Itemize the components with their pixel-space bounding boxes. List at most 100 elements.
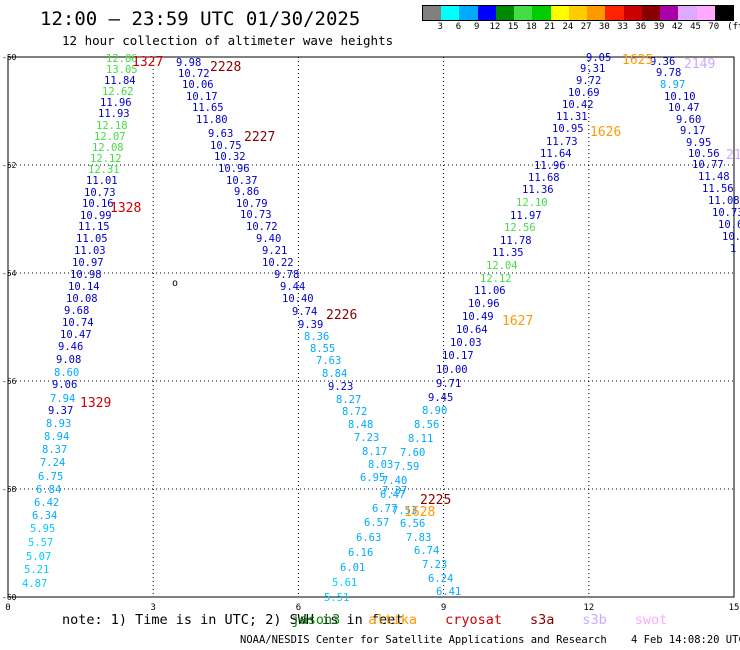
wave-height-value: 1 [730, 243, 736, 255]
pass-id-label: 2225 [420, 493, 451, 508]
wave-height-value: 7.40 [382, 475, 407, 487]
wave-height-value: 11.03 [74, 245, 106, 257]
wave-height-value: 8.90 [422, 405, 447, 417]
wave-height-value: 9.40 [256, 233, 281, 245]
wave-height-value: 10.40 [282, 293, 314, 305]
wave-height-value: 10.73 [84, 187, 116, 199]
wave-height-value: 5.21 [24, 564, 49, 576]
note-text: note: 1) Time is in UTC; 2) SWH is in fe… [62, 612, 404, 628]
legend-item-jason3: jason3 [291, 612, 341, 628]
x-tick-label: 3 [150, 603, 155, 613]
pass-id-label: 1329 [80, 396, 111, 411]
wave-height-value: 10.49 [462, 311, 494, 323]
pass-id-label: 2226 [326, 308, 357, 323]
page-subtitle: 12 hour collection of altimeter wave hei… [62, 33, 394, 48]
wave-height-value: 10.73 [240, 209, 272, 221]
colorbar-swatch [495, 6, 515, 20]
wave-height-value: 9.37 [48, 405, 73, 417]
wave-height-value: 12.86 [106, 53, 138, 65]
wave-height-value: 11.80 [196, 114, 228, 126]
wave-height-value: 10.72 [178, 68, 210, 80]
y-tick-label: -56 [2, 377, 17, 386]
wave-height-value: 10.47 [668, 102, 700, 114]
wave-height-value: 6.75 [38, 471, 63, 483]
wave-height-value: 4.87 [22, 578, 47, 590]
wave-height-value: 11.97 [510, 210, 542, 222]
wave-height-value: 9.06 [52, 379, 77, 391]
wave-height-value: 12.62 [102, 86, 134, 98]
wave-height-value: 9.36 [650, 56, 675, 68]
wave-height-value: 8.11 [408, 433, 433, 445]
wave-height-value: 7.63 [316, 355, 341, 367]
wave-height-value: 10.06 [182, 79, 214, 91]
wave-height-value: 9.17 [680, 125, 705, 137]
wave-height-value: 7.83 [406, 532, 431, 544]
wave-height-value: 8.37 [42, 444, 67, 456]
wave-height-value: 9.71 [436, 378, 461, 390]
wave-height-value: 8.03 [368, 459, 393, 471]
grid-lines [8, 57, 734, 597]
wave-height-value: 8.93 [46, 418, 71, 430]
wave-height-value: 10.47 [60, 329, 92, 341]
colorbar-tick-label: 21 [544, 22, 556, 32]
legend-item-s3a: s3a [529, 612, 555, 628]
pass-id-label: 2227 [244, 130, 275, 145]
wave-height-value: 8.72 [342, 406, 367, 418]
wave-height-value: 10.79 [236, 198, 268, 210]
wave-height-value: 11.96 [534, 160, 566, 172]
wave-height-value: 7.23 [422, 559, 447, 571]
pass-id-label: 1626 [590, 125, 621, 140]
wave-height-value: 10.95 [552, 123, 584, 135]
wave-height-value: 10.08 [66, 293, 98, 305]
wave-height-value: 5.57 [28, 537, 53, 549]
colorbar-tick-label: 6 [455, 22, 462, 32]
y-tick-label: -52 [2, 161, 17, 170]
colorbar-swatch [568, 6, 588, 20]
y-tick-label: -54 [2, 269, 17, 278]
wave-height-value: 6.24 [428, 573, 453, 585]
wave-height-value: 9.95 [686, 137, 711, 149]
colorbar-swatch [678, 6, 697, 20]
footer: NOAA/NESDIS Center for Satellite Applica… [240, 634, 740, 646]
wave-height-value: 9.78 [274, 269, 299, 281]
colorbar-swatch [441, 6, 460, 20]
wave-height-value: 10.75 [210, 140, 242, 152]
wave-height-value: 6.84 [36, 484, 61, 496]
wave-height-value: 9.60 [676, 114, 701, 126]
wave-height-value: 9.44 [280, 281, 305, 293]
wave-height-value: 12.04 [486, 260, 518, 272]
legend-item-altika: altika [368, 612, 418, 628]
wave-height-value: 11.64 [540, 148, 572, 160]
wave-height-value: 9.23 [328, 381, 353, 393]
footer-credit: NOAA/NESDIS Center for Satellite Applica… [240, 634, 607, 646]
wave-height-value: 7.94 [50, 393, 75, 405]
colorbar-tick-label: 27 [580, 22, 592, 32]
legend-item-swot: swot [634, 612, 668, 628]
wave-height-value: 8.36 [304, 331, 329, 343]
wave-height-value: 10.77 [692, 159, 724, 171]
wave-height-value: 10.22 [262, 257, 294, 269]
wave-height-value: 11.93 [98, 108, 130, 120]
colorbar-swatch [605, 6, 624, 20]
wave-height-value: 9.63 [208, 128, 233, 140]
wave-height-value: 12.56 [504, 222, 536, 234]
wave-height-value: 5.61 [332, 577, 357, 589]
colorbar-swatch [550, 6, 569, 20]
wave-height-value: 11.96 [100, 97, 132, 109]
wave-height-value: 10.56 [688, 148, 720, 160]
wave-height-value: 10.74 [62, 317, 94, 329]
colorbar-swatch [477, 6, 496, 20]
wave-height-value: 10.00 [436, 364, 468, 376]
wave-height-value: 6.56 [400, 518, 425, 530]
colorbar-tick-label: 15 [507, 22, 519, 32]
colorbar-swatch [660, 6, 679, 20]
colorbar-swatch [514, 6, 533, 20]
pass-id-label: 1328 [110, 201, 141, 216]
wave-height-value: 6.57 [364, 517, 389, 529]
page-title: 12:00 — 23:59 UTC 01/30/2025 [40, 8, 361, 30]
wave-height-value: 9.68 [64, 305, 89, 317]
x-tick-label: 12 [583, 603, 594, 613]
